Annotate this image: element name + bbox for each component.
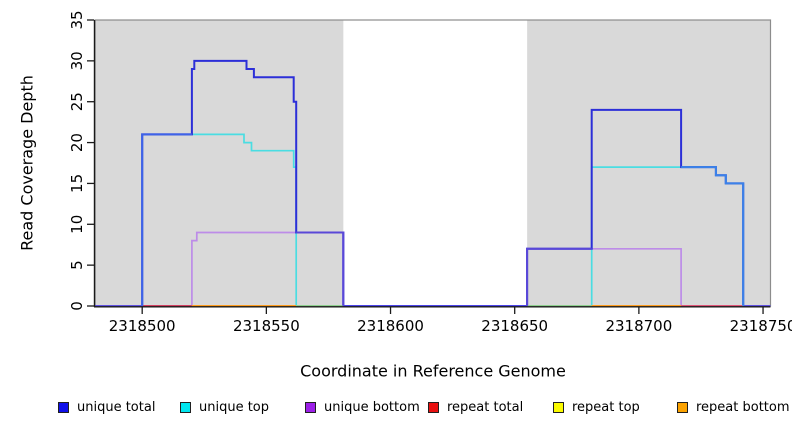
y-tick-label: 35 <box>68 10 86 29</box>
legend-item-repeat-total: repeat total <box>428 399 524 415</box>
y-tick-label: 25 <box>68 92 86 111</box>
y-tick-label: 20 <box>68 133 86 152</box>
legend-item-unique-top: unique top <box>180 399 270 415</box>
legend-item-unique-total: unique total <box>58 399 156 415</box>
legend-label: repeat total <box>447 399 524 415</box>
legend-label: unique total <box>77 399 156 415</box>
y-tick-label: 30 <box>68 51 86 70</box>
legend-item-repeat-bottom: repeat bottom <box>677 399 790 415</box>
legend-label: unique top <box>199 399 270 415</box>
legend-item-repeat-top: repeat top <box>553 399 640 415</box>
unique-top-swatch-icon <box>180 401 191 413</box>
y-tick-label: 5 <box>68 260 86 270</box>
x-tick-label: 2318500 <box>109 317 176 335</box>
shaded-repeat-region <box>527 20 771 306</box>
repeat-bottom-swatch-icon <box>677 401 688 413</box>
y-tick-label: 0 <box>68 301 86 311</box>
x-tick-label: 2318650 <box>481 317 548 335</box>
x-tick-label: 2318600 <box>357 317 424 335</box>
overlay-total-and-bottom-coincide <box>526 247 592 306</box>
y-tick-label: 15 <box>68 174 86 193</box>
x-tick-label: 2318700 <box>605 317 672 335</box>
overlay-total-and-bottom-coincide <box>296 231 345 306</box>
legend-label: repeat bottom <box>696 399 790 415</box>
legend-label: repeat top <box>572 399 640 415</box>
legend-item-unique-bottom: unique bottom <box>305 399 420 415</box>
y-axis-title: Read Coverage Depth <box>17 75 37 251</box>
x-tick-label: 2318750 <box>730 317 792 335</box>
x-axis-title: Coordinate in Reference Genome <box>300 361 566 381</box>
repeat-total-swatch-icon <box>428 401 439 413</box>
unique-total-swatch-icon <box>58 401 69 413</box>
legend: unique total unique top unique bottom re… <box>0 400 792 416</box>
overlay-total-and-top-coincide <box>141 133 192 306</box>
legend-label: unique bottom <box>324 399 420 415</box>
shaded-repeat-region <box>95 20 344 306</box>
unique-bottom-swatch-icon <box>305 401 316 413</box>
overlay-total-and-top-coincide <box>681 166 745 306</box>
x-tick-label: 2318550 <box>233 317 300 335</box>
y-tick-label: 10 <box>68 215 86 234</box>
repeat-top-swatch-icon <box>553 401 564 413</box>
